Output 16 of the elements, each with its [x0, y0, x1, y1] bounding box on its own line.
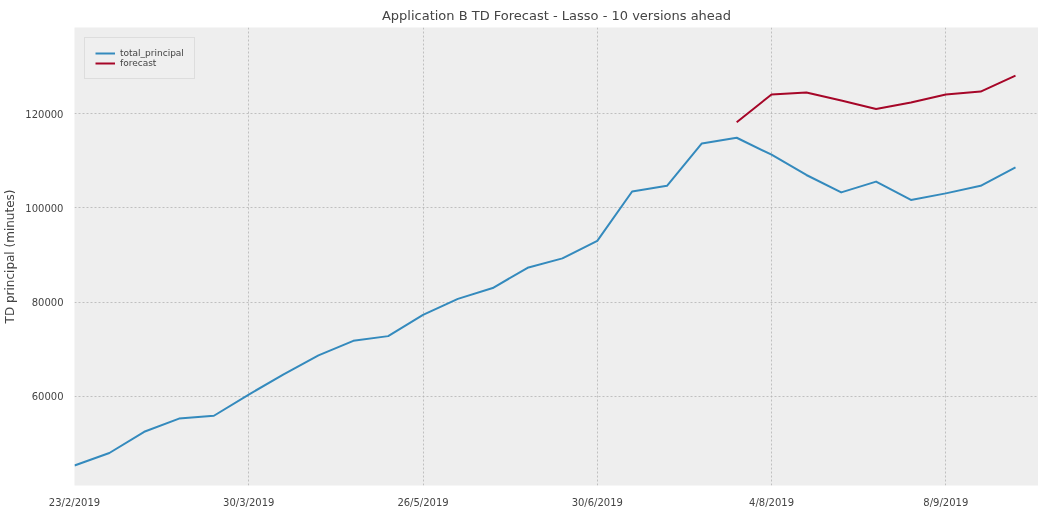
- legend-label: total_principal: [120, 48, 184, 58]
- x-tick-label: 26/5/2019: [397, 496, 449, 508]
- y-tick-label: 60000: [31, 391, 64, 403]
- y-tick-label: 100000: [25, 202, 64, 214]
- line-series: [735, 74, 1017, 124]
- x-tick-label: 23/2/2019: [48, 496, 101, 508]
- line-series: [74, 136, 1017, 467]
- chart-title: Application B TD Forecast - Lasso - 10 versions ahead: [381, 7, 732, 23]
- y-axis-title: TD principal (minutes): [3, 189, 18, 325]
- x-tick-label: 8/9/2019: [923, 496, 969, 508]
- x-tick-label: 4/8/2019: [749, 496, 794, 508]
- y-tick-label: 120000: [25, 108, 64, 120]
- x-tick-label: 30/3/2019: [223, 496, 275, 508]
- legend-label: forecast: [120, 58, 157, 68]
- y-tick-label: 80000: [31, 297, 64, 309]
- x-tick-label: 30/6/2019: [571, 496, 623, 508]
